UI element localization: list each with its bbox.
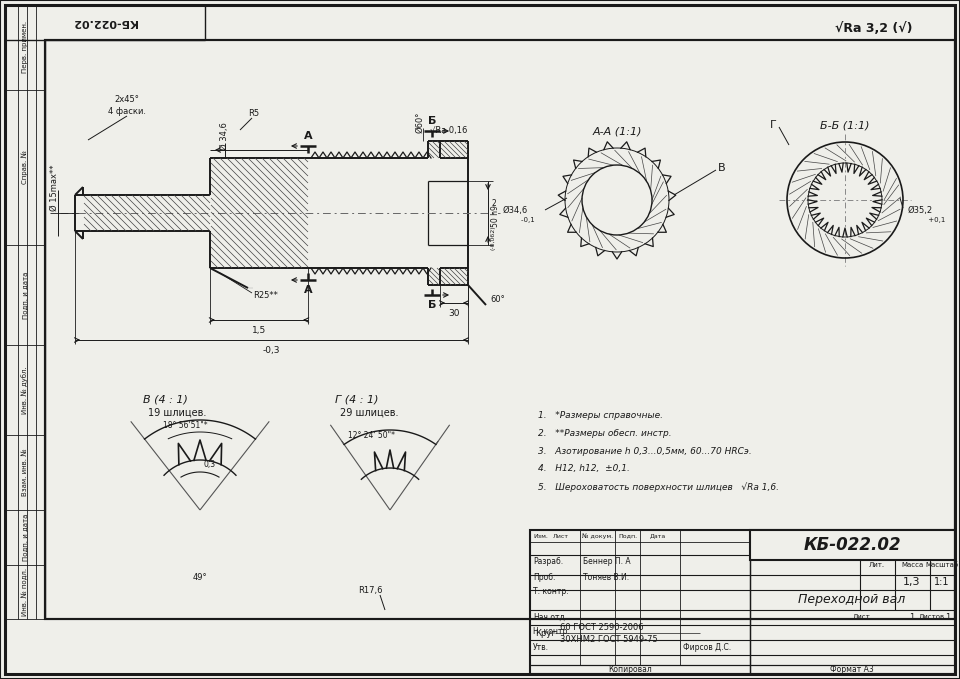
Text: 49°: 49° — [193, 574, 207, 583]
Text: 19 шлицев.: 19 шлицев. — [148, 408, 206, 418]
Text: В: В — [718, 163, 726, 173]
Text: 0,3: 0,3 — [203, 460, 215, 469]
Text: 1,3: 1,3 — [903, 577, 921, 587]
Text: 60 ГОСТ 2590-2006: 60 ГОСТ 2590-2006 — [560, 623, 643, 633]
Text: 2: 2 — [491, 198, 495, 208]
Text: 12° 24' 50"*: 12° 24' 50"* — [348, 430, 396, 439]
Text: Подп.: Подп. — [618, 534, 637, 538]
Text: -0,1: -0,1 — [503, 217, 535, 223]
Text: 4.   Н12, h12,  ±0,1.: 4. Н12, h12, ±0,1. — [538, 464, 630, 473]
Text: Н. контр.: Н. контр. — [533, 627, 569, 636]
Text: R5: R5 — [248, 109, 259, 117]
Text: Ø60°: Ø60° — [416, 111, 424, 132]
Text: Тоняев В.И.: Тоняев В.И. — [583, 572, 629, 581]
Text: КБ-022.02: КБ-022.02 — [804, 536, 900, 554]
Text: Копировал: Копировал — [608, 665, 652, 674]
Bar — [45, 40, 955, 619]
Bar — [530, 530, 955, 674]
Text: Г: Г — [770, 120, 777, 130]
Text: R17,6: R17,6 — [358, 585, 382, 595]
Text: (-0,062): (-0,062) — [491, 225, 496, 251]
Text: Переходной вал: Переходной вал — [799, 593, 905, 606]
Text: Формат А3: Формат А3 — [830, 665, 874, 674]
Text: Б: Б — [428, 116, 436, 126]
Text: Лист: Лист — [553, 534, 569, 538]
Text: √Ra 0,16: √Ra 0,16 — [430, 126, 468, 136]
Text: 30ХНМ2 ГОСТ 5949-75: 30ХНМ2 ГОСТ 5949-75 — [560, 636, 658, 644]
Bar — [750, 530, 955, 560]
Text: 30: 30 — [448, 308, 460, 318]
Text: Листов: Листов — [919, 614, 945, 620]
Text: √Ra 3,2 (√): √Ra 3,2 (√) — [835, 22, 913, 35]
Text: 60°: 60° — [490, 295, 505, 304]
Text: Изм.: Изм. — [533, 534, 548, 538]
Text: 4 фаски.: 4 фаски. — [108, 107, 146, 115]
Text: Проб.: Проб. — [533, 572, 556, 581]
Text: 1.   *Размеры справочные.: 1. *Размеры справочные. — [538, 411, 663, 420]
Text: А: А — [303, 285, 312, 295]
Text: Перв. примен.: Перв. примен. — [22, 21, 28, 73]
Text: 5.   Шероховатость поверхности шлицев   √Ra 1,6.: 5. Шероховатость поверхности шлицев √Ra … — [538, 482, 779, 492]
Text: 3.   Азотирование h 0,3...0,5мм, 60...70 HRCэ.: 3. Азотирование h 0,3...0,5мм, 60...70 H… — [538, 447, 752, 456]
Bar — [5, 5, 205, 40]
Text: 1:1: 1:1 — [934, 577, 949, 587]
Text: КБ-022.02: КБ-022.02 — [73, 17, 137, 27]
Text: 18° 56'51"*: 18° 56'51"* — [162, 420, 207, 430]
Text: Т. контр.: Т. контр. — [533, 587, 568, 596]
Text: Справ. №: Справ. № — [22, 150, 28, 184]
Text: А: А — [303, 131, 312, 141]
Text: Лит.: Лит. — [869, 562, 885, 568]
Text: Подп. и дата: Подп. и дата — [22, 272, 28, 318]
Text: 50 h9: 50 h9 — [491, 205, 500, 227]
Text: 1: 1 — [946, 612, 950, 621]
Text: В (4 : 1): В (4 : 1) — [143, 395, 188, 405]
Text: Нач.отд.: Нач.отд. — [533, 612, 567, 621]
Text: +0,1: +0,1 — [908, 217, 946, 223]
Text: Г (4 : 1): Г (4 : 1) — [335, 395, 378, 405]
Text: Инв. № подл.: Инв. № подл. — [22, 568, 28, 616]
Text: № докум.: № докум. — [582, 533, 613, 539]
Text: Ø 15max**: Ø 15max** — [50, 164, 59, 211]
Text: Ø 34,6: Ø 34,6 — [221, 122, 229, 150]
Text: Лист: Лист — [853, 614, 871, 620]
Text: Ø34,6: Ø34,6 — [503, 206, 528, 215]
Text: Разраб.: Разраб. — [533, 557, 564, 566]
Text: Взам. инв. №: Взам. инв. № — [22, 448, 28, 496]
Text: Подп. и дата: Подп. и дата — [22, 513, 28, 561]
Text: Масса: Масса — [900, 562, 924, 568]
Text: R25**: R25** — [253, 291, 277, 301]
Text: Масштаб: Масштаб — [925, 562, 959, 568]
Text: Дата: Дата — [650, 534, 666, 538]
Text: 2.   **Размеры обесп. инстр.: 2. **Размеры обесп. инстр. — [538, 428, 672, 437]
Text: Ø35,2: Ø35,2 — [908, 206, 933, 215]
Text: 1,5: 1,5 — [252, 325, 266, 335]
Text: Фирсов Д.С.: Фирсов Д.С. — [683, 642, 732, 651]
Text: -0,3: -0,3 — [262, 346, 279, 354]
Text: Круг: Круг — [535, 629, 556, 638]
Text: А-А (1:1): А-А (1:1) — [592, 127, 641, 137]
Text: Б: Б — [428, 300, 436, 310]
Text: 29 шлицев.: 29 шлицев. — [340, 408, 398, 418]
Text: 1: 1 — [909, 612, 915, 621]
Text: Утв.: Утв. — [533, 642, 549, 651]
Text: Б-Б (1:1): Б-Б (1:1) — [820, 120, 870, 130]
Bar — [45, 40, 955, 619]
Text: Беннер П. А: Беннер П. А — [583, 557, 631, 566]
Text: 2x45°: 2x45° — [114, 96, 139, 105]
Text: Инв. № дубл.: Инв. № дубл. — [21, 366, 29, 414]
